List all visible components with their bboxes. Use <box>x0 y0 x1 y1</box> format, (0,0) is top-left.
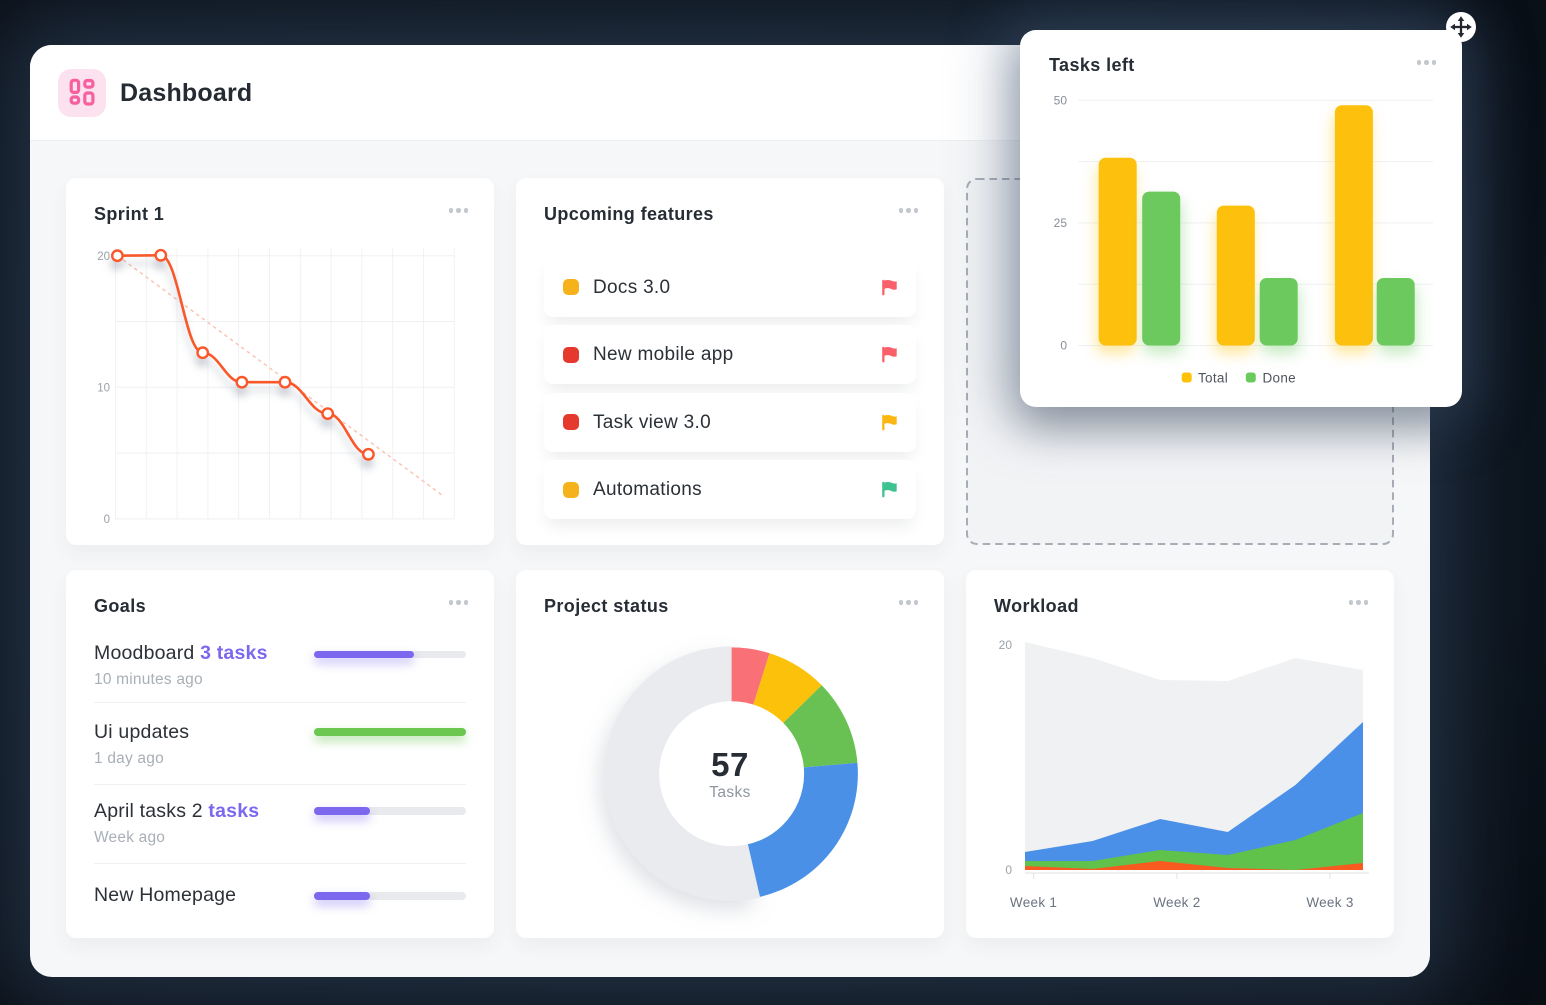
svg-text:Week 2: Week 2 <box>1153 895 1200 910</box>
svg-text:Done: Done <box>1263 371 1296 386</box>
svg-text:25: 25 <box>1054 216 1068 230</box>
svg-text:0: 0 <box>1060 339 1067 353</box>
svg-text:0: 0 <box>104 514 110 526</box>
svg-text:20: 20 <box>999 638 1013 652</box>
svg-text:20: 20 <box>97 251 110 263</box>
svg-text:Week 1: Week 1 <box>1010 895 1057 910</box>
svg-text:Week 3: Week 3 <box>1306 895 1353 910</box>
svg-text:0: 0 <box>1005 863 1012 877</box>
svg-text:50: 50 <box>1054 94 1068 108</box>
svg-text:10: 10 <box>97 383 110 395</box>
svg-text:Total: Total <box>1198 371 1228 386</box>
